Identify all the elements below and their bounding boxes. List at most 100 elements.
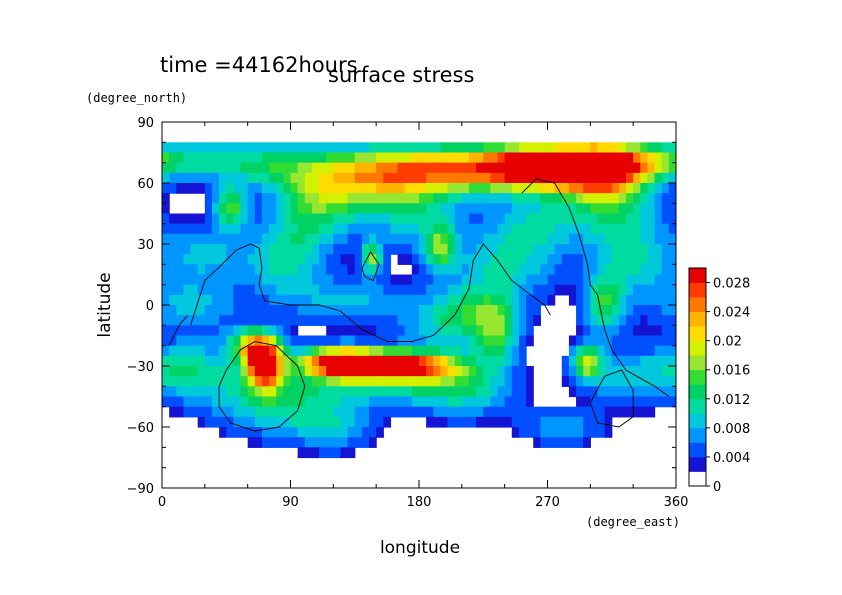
field-cell	[254, 183, 263, 194]
field-cell	[626, 264, 634, 276]
field-cell	[668, 172, 676, 184]
field-cell	[283, 376, 292, 387]
field-cell	[447, 193, 456, 204]
field-cell	[397, 233, 406, 245]
field-cell	[476, 213, 484, 225]
field-cell	[647, 345, 656, 357]
field-cell	[290, 335, 299, 347]
field-cell	[176, 223, 185, 235]
field-cell	[283, 366, 292, 377]
field-cell	[661, 203, 670, 215]
field-cell	[561, 193, 570, 204]
field-cell	[483, 376, 491, 387]
field-cell	[169, 396, 177, 408]
field-cell	[197, 244, 206, 255]
field-cell	[518, 264, 527, 276]
field-cell	[240, 396, 249, 408]
field-cell	[633, 305, 641, 316]
field-cell	[476, 254, 484, 265]
field-cell	[476, 406, 484, 418]
field-cell	[311, 213, 320, 225]
field-cell	[454, 335, 463, 347]
field-cell	[340, 213, 349, 225]
field-cell	[247, 386, 256, 398]
field-cell	[240, 244, 249, 255]
field-cell	[426, 376, 434, 387]
field-cell	[247, 355, 256, 367]
field-cell	[211, 315, 220, 326]
field-cell	[490, 335, 499, 347]
colorbar-tick-label: 0.004	[713, 451, 750, 466]
field-cell	[204, 294, 213, 306]
coastline-path	[521, 178, 670, 397]
field-cell	[233, 213, 242, 225]
x-units-label: (degree_east)	[586, 515, 680, 529]
field-cell	[361, 284, 370, 296]
field-cell	[176, 305, 185, 316]
field-cell	[590, 396, 599, 408]
field-cell	[311, 437, 320, 448]
field-cell	[333, 376, 342, 387]
field-cell	[176, 152, 185, 164]
field-cell	[483, 416, 491, 428]
field-cell	[219, 152, 227, 164]
field-cell	[483, 386, 491, 398]
field-cell	[369, 305, 377, 316]
field-cell	[568, 294, 577, 306]
field-cell	[376, 274, 384, 286]
field-cell	[340, 152, 349, 164]
field-cell	[626, 193, 634, 204]
field-cell	[254, 162, 263, 174]
field-cell	[647, 183, 656, 194]
field-cell	[526, 396, 534, 408]
field-cell	[390, 142, 399, 154]
field-cell	[369, 244, 377, 255]
field-cell	[447, 183, 456, 194]
field-cell	[654, 335, 663, 347]
field-cell	[497, 233, 506, 245]
field-cell	[319, 183, 327, 194]
field-cell	[304, 254, 313, 265]
field-cell	[590, 294, 599, 306]
colorbar-swatch	[689, 326, 706, 342]
field-cell	[369, 142, 377, 154]
field-cell	[347, 386, 356, 398]
field-cell	[433, 152, 442, 164]
field-cell	[304, 172, 313, 184]
field-cell	[490, 284, 499, 296]
field-cell	[661, 142, 670, 154]
field-cell	[426, 294, 434, 306]
field-cell	[597, 213, 606, 225]
field-cell	[311, 183, 320, 194]
field-cell	[426, 355, 434, 367]
field-cell	[197, 386, 206, 398]
field-cell	[176, 376, 185, 387]
field-cell	[561, 183, 570, 194]
field-cell	[483, 223, 491, 235]
field-cell	[247, 396, 256, 408]
field-cell	[176, 294, 185, 306]
field-cell	[211, 233, 220, 245]
field-cell	[283, 274, 292, 286]
field-cell	[304, 366, 313, 377]
field-cell	[240, 335, 249, 347]
field-cell	[226, 183, 234, 194]
field-cell	[583, 406, 591, 418]
field-cell	[269, 213, 277, 225]
field-cell	[233, 264, 242, 276]
field-cell	[261, 366, 270, 377]
field-cell	[597, 284, 606, 296]
field-cell	[426, 142, 434, 154]
field-cell	[454, 203, 463, 215]
field-cell	[426, 274, 434, 286]
field-cell	[618, 325, 627, 337]
field-cell	[204, 223, 213, 235]
field-cell	[454, 406, 463, 418]
field-cell	[504, 213, 513, 225]
field-cell	[633, 325, 641, 337]
field-cell	[190, 274, 199, 286]
field-cell	[197, 264, 206, 276]
field-cell	[354, 162, 363, 174]
field-cell	[661, 294, 670, 306]
